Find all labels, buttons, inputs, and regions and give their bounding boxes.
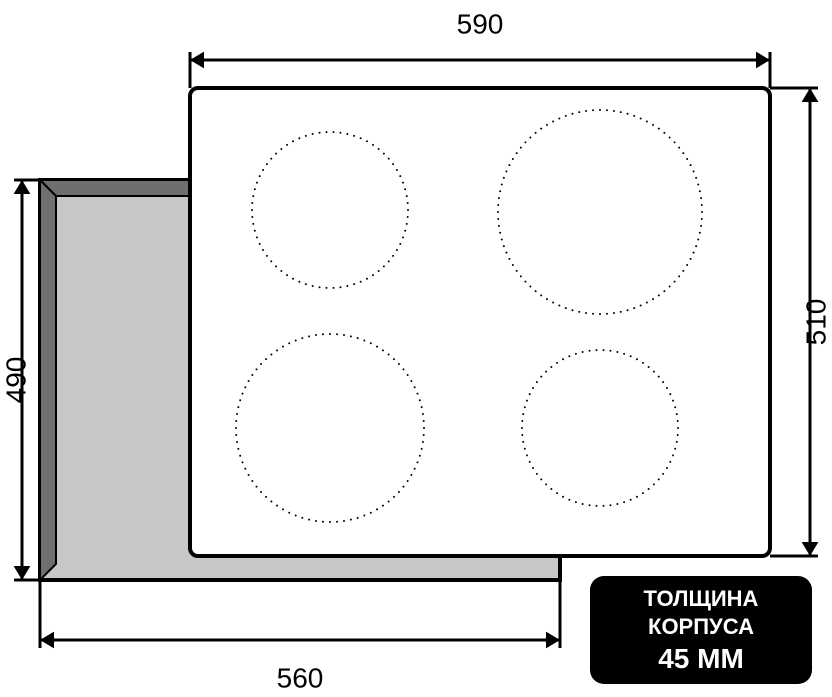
dimension-top: 590 <box>190 8 770 88</box>
dimension-right-label: 510 <box>800 299 831 346</box>
badge-line2: КОРПУСА <box>648 614 754 639</box>
dimension-bottom-label: 560 <box>277 662 324 693</box>
dimension-bottom: 560 <box>40 580 560 693</box>
dimension-top-label: 590 <box>457 8 504 39</box>
dimension-right: 510 <box>770 88 831 556</box>
badge-line1: ТОЛЩИНА <box>644 586 759 611</box>
dimension-left-label: 490 <box>0 357 31 404</box>
dimension-left: 490 <box>0 180 40 580</box>
badge-line3: 45 ММ <box>658 643 744 674</box>
thickness-badge: ТОЛЩИНА КОРПУСА 45 ММ <box>590 576 812 684</box>
cooktop-dimension-diagram: 590 510 490 560 ТОЛЩИНА КОРПУСА 45 ММ <box>0 0 832 697</box>
cooktop-panel <box>190 88 770 556</box>
